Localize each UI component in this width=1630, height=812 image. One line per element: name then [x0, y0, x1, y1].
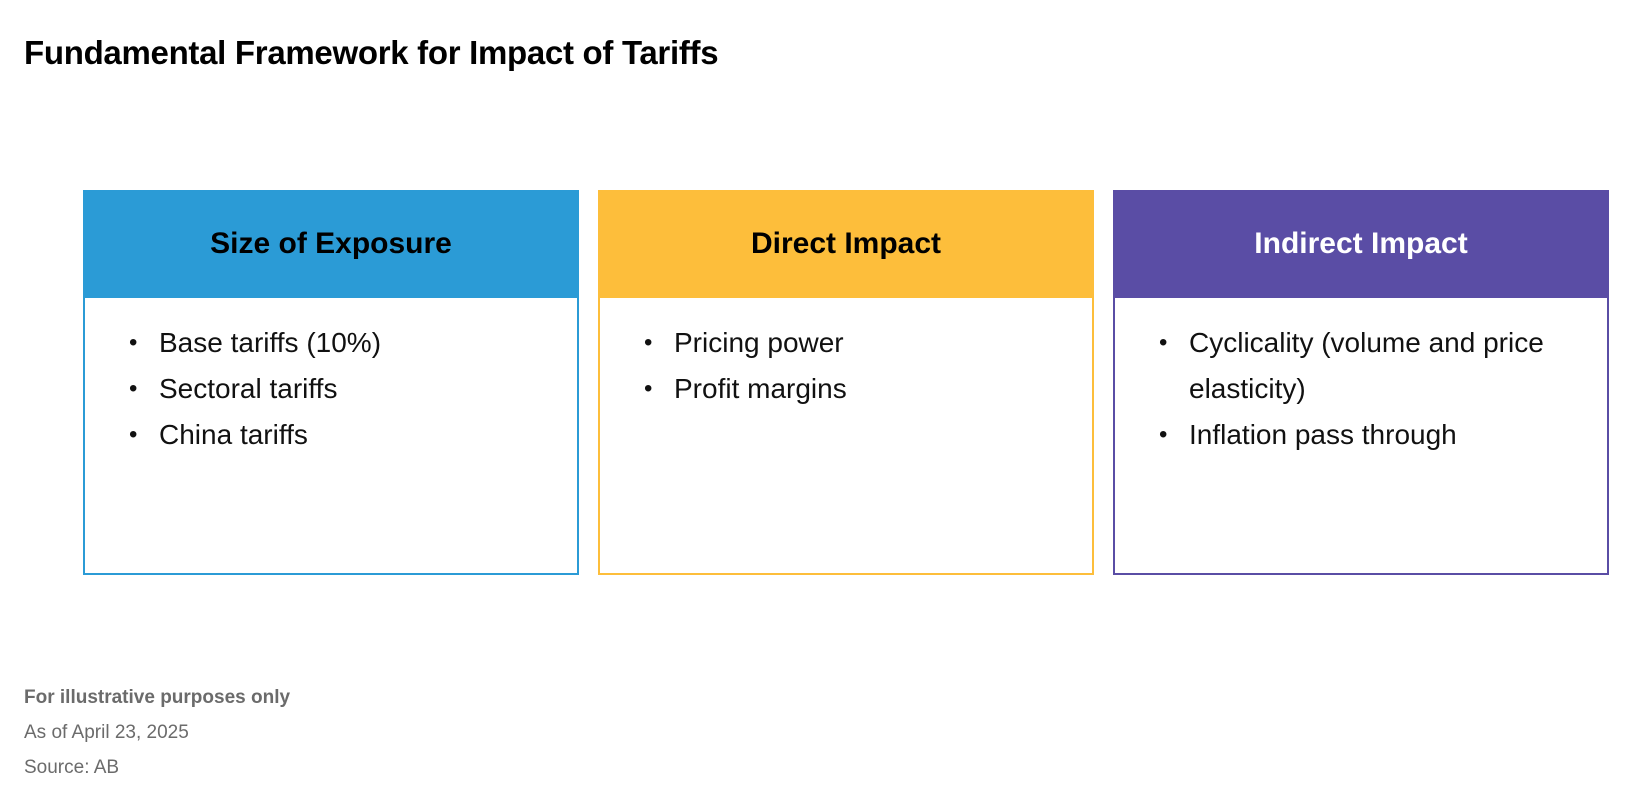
direct-impact-list: • Pricing power • Profit margins [636, 320, 1064, 412]
page-title: Fundamental Framework for Impact of Tari… [24, 34, 719, 71]
framework-diagram: Size of Exposure • Base tariffs (10%) • Se… [83, 190, 1609, 575]
indirect-impact-box: Indirect Impact • Cyclicality (volume and… [1113, 190, 1609, 575]
list-item: • China tariffs [121, 412, 549, 458]
list-item-text: Inflation pass through [1189, 419, 1457, 450]
bullet-icon: • [129, 329, 138, 356]
size-of-exposure-title: Size of Exposure [210, 227, 452, 260]
size-of-exposure-header: Size of Exposure [83, 190, 579, 298]
list-item-text: Base tariffs (10%) [159, 327, 382, 358]
list-item-text: Sectoral tariffs [159, 373, 338, 404]
bullet-icon: • [644, 375, 653, 402]
list-item-text: Pricing power [674, 327, 844, 358]
list-item: • Base tariffs (10%) [121, 320, 549, 366]
list-item-text: Cyclicality (volume and price elasticity… [1189, 327, 1544, 404]
direct-impact-title: Direct Impact [750, 227, 942, 260]
direct-impact-body: • Pricing power • Profit margins [600, 298, 1092, 412]
list-item: • Pricing power [636, 320, 1064, 366]
indirect-impact-list: • Cyclicality (volume and price elasticit… [1151, 320, 1579, 458]
list-item: • Inflation pass through [1151, 412, 1579, 458]
as-of-date: As of April 23, 2025 [24, 722, 189, 743]
list-item-text: China tariffs [159, 419, 308, 450]
size-of-exposure-body: • Base tariffs (10%) • Sectoral tariffs • C… [85, 298, 577, 458]
bullet-icon: • [1159, 329, 1168, 356]
indirect-impact-body: • Cyclicality (volume and price elasticit… [1115, 298, 1607, 458]
indirect-impact-header: Indirect Impact [1113, 190, 1609, 298]
source-note: Source: AB [24, 757, 120, 778]
bullet-icon: • [129, 375, 138, 402]
list-item: • Sectoral tariffs [121, 366, 549, 412]
direct-impact-header: Direct Impact [598, 190, 1094, 298]
size-of-exposure-list: • Base tariffs (10%) • Sectoral tariffs • C… [121, 320, 549, 458]
size-of-exposure-box: Size of Exposure • Base tariffs (10%) • Se… [83, 190, 579, 575]
bullet-icon: • [1159, 421, 1168, 448]
bullet-icon: • [644, 329, 653, 356]
footnotes: For illustrative purposes only As of Apr… [24, 680, 290, 785]
list-item: • Cyclicality (volume and price elasticit… [1151, 320, 1579, 412]
direct-impact-box: Direct Impact • Pricing power • Profit mar… [598, 190, 1094, 575]
list-item: • Profit margins [636, 366, 1064, 412]
illustrative-note: For illustrative purposes only [24, 687, 291, 708]
list-item-text: Profit margins [674, 373, 847, 404]
indirect-impact-title: Indirect Impact [1254, 227, 1468, 260]
bullet-icon: • [129, 421, 138, 448]
